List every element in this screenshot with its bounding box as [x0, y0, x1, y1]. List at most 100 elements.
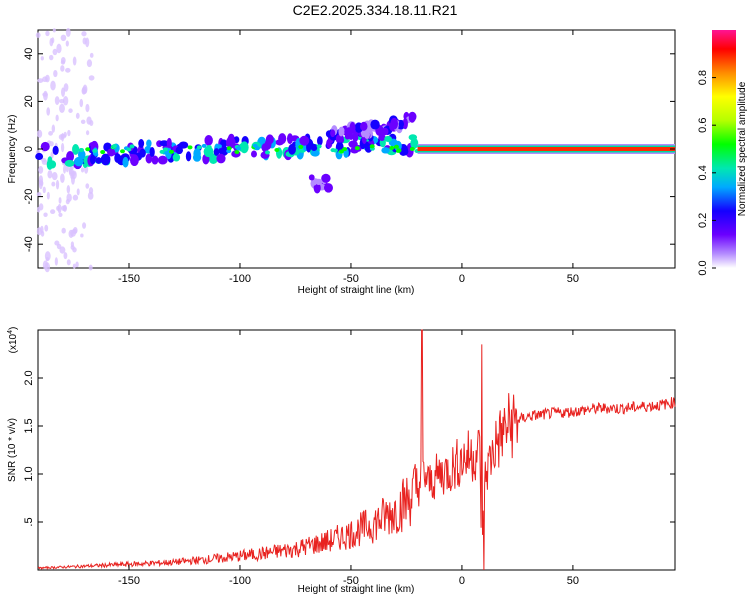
main-ridge-cell	[159, 140, 170, 147]
main-ridge-core	[126, 147, 132, 152]
main-ridge-cell	[203, 146, 214, 158]
noise-cell	[85, 130, 90, 136]
snr-panel: -150 -100 -50 0 50 .5 1.0 1.5 2.0 Height of str…	[7, 327, 676, 595]
spectrogram-y-label: Frequency (Hz)	[7, 115, 18, 184]
main-ridge-cell	[166, 137, 172, 149]
snr-frame	[37, 329, 676, 571]
noise-cell	[55, 114, 59, 122]
main-ridge-cell	[89, 154, 96, 165]
main-ridge-core	[216, 144, 222, 149]
snr-scale-exponent: 4	[7, 330, 14, 334]
noise-cell	[43, 212, 48, 217]
main-ridge-core	[196, 145, 202, 150]
noise-cell	[41, 157, 47, 163]
main-ridge-core	[332, 148, 338, 153]
noise-cell	[55, 179, 60, 190]
main-ridge-core	[100, 150, 106, 155]
colorbar: 0.0 0.2 0.4 0.6 0.8 Normalized spectral ampl…	[697, 30, 748, 276]
noise-cell	[54, 257, 58, 266]
main-ridge-cell	[381, 147, 390, 154]
main-ridge-cell	[204, 135, 213, 146]
noise-cell	[79, 98, 84, 108]
noise-cell	[75, 261, 79, 268]
noise-cell	[42, 260, 49, 270]
main-ridge-cell	[213, 148, 220, 156]
main-ridge-cell	[220, 139, 228, 148]
main-ridge-cell	[288, 143, 296, 155]
lower-blob-cell	[314, 178, 323, 186]
snr-scale-label: (x104)	[7, 327, 19, 354]
spectrogram-y-ticks: -40 -20 0 20 40	[23, 48, 675, 252]
main-ridge-cell	[384, 135, 392, 143]
main-ridge-cell	[64, 159, 75, 167]
noise-cell	[65, 40, 69, 47]
converged-line	[417, 147, 675, 151]
main-ridge-core	[78, 147, 84, 152]
noise-cell	[37, 129, 43, 138]
main-ridge-cell	[149, 147, 155, 158]
x-tick-label: 50	[567, 273, 579, 285]
noise-cell	[80, 167, 85, 173]
main-ridge-cell	[129, 154, 139, 167]
noise-cell	[66, 193, 72, 202]
x-tick-label: 0	[459, 575, 465, 587]
main-ridge-cell	[139, 148, 146, 158]
main-ridge-cell	[286, 133, 294, 145]
main-ridge-cell	[275, 139, 284, 146]
rising-branch-cell	[370, 119, 380, 130]
noise-cell	[70, 241, 75, 248]
noise-cell	[38, 203, 44, 211]
main-ridge-cell	[310, 149, 320, 157]
noise-cell	[82, 37, 87, 45]
noise-cell	[52, 28, 56, 33]
noise-cell	[61, 205, 67, 211]
noise-cell	[82, 222, 87, 229]
main-ridge-cell	[146, 139, 152, 148]
colorbar-tick-label: 0.0	[697, 260, 709, 275]
main-ridge-cell	[151, 155, 159, 165]
noise-cell	[66, 259, 71, 266]
main-ridge-cell	[114, 153, 121, 163]
noise-cell	[47, 170, 53, 179]
main-ridge-core	[162, 147, 168, 152]
noise-cell	[72, 263, 76, 269]
rising-branch-cell	[398, 120, 404, 128]
noise-cell	[56, 205, 60, 211]
noise-cell	[87, 191, 94, 200]
main-ridge-cell	[40, 141, 50, 152]
noise-cell	[35, 32, 41, 38]
main-ridge-cell	[52, 145, 59, 156]
noise-cell	[63, 252, 68, 260]
snr-x-label: Height of straight line (km)	[298, 584, 415, 595]
noise-cell	[51, 171, 58, 181]
noise-cell	[63, 83, 69, 92]
main-ridge-cell	[225, 136, 236, 149]
noise-cell	[46, 191, 50, 200]
noise-cell	[60, 65, 65, 72]
noise-cell	[86, 59, 93, 68]
y-tick-label: -20	[23, 189, 35, 205]
main-ridge-core	[129, 144, 135, 149]
noise-cell	[81, 86, 87, 94]
x-tick-label: 50	[567, 575, 579, 587]
main-ridge-core	[187, 145, 193, 150]
x-tick-label: -150	[118, 575, 140, 587]
main-ridge-cell	[138, 139, 145, 148]
y-tick-label: 2.0	[23, 370, 35, 385]
snr-scale-base: (x10	[8, 333, 19, 353]
noise-cell	[40, 56, 44, 61]
noise-cell	[72, 56, 77, 66]
noise-cell	[61, 227, 66, 234]
noise-cell	[71, 174, 75, 185]
main-ridge-cell	[317, 136, 323, 146]
x-tick-label: 0	[459, 273, 465, 285]
noise-cell	[48, 131, 53, 136]
lower-blob-cell	[321, 173, 331, 183]
noise-cell	[43, 90, 48, 101]
noise-cell	[80, 233, 84, 238]
rising-branch-cell	[408, 113, 416, 123]
colorbar-label: Normalized spectral amplitude	[737, 81, 748, 216]
noise-cell	[45, 257, 49, 262]
main-ridge-cell	[157, 155, 168, 165]
